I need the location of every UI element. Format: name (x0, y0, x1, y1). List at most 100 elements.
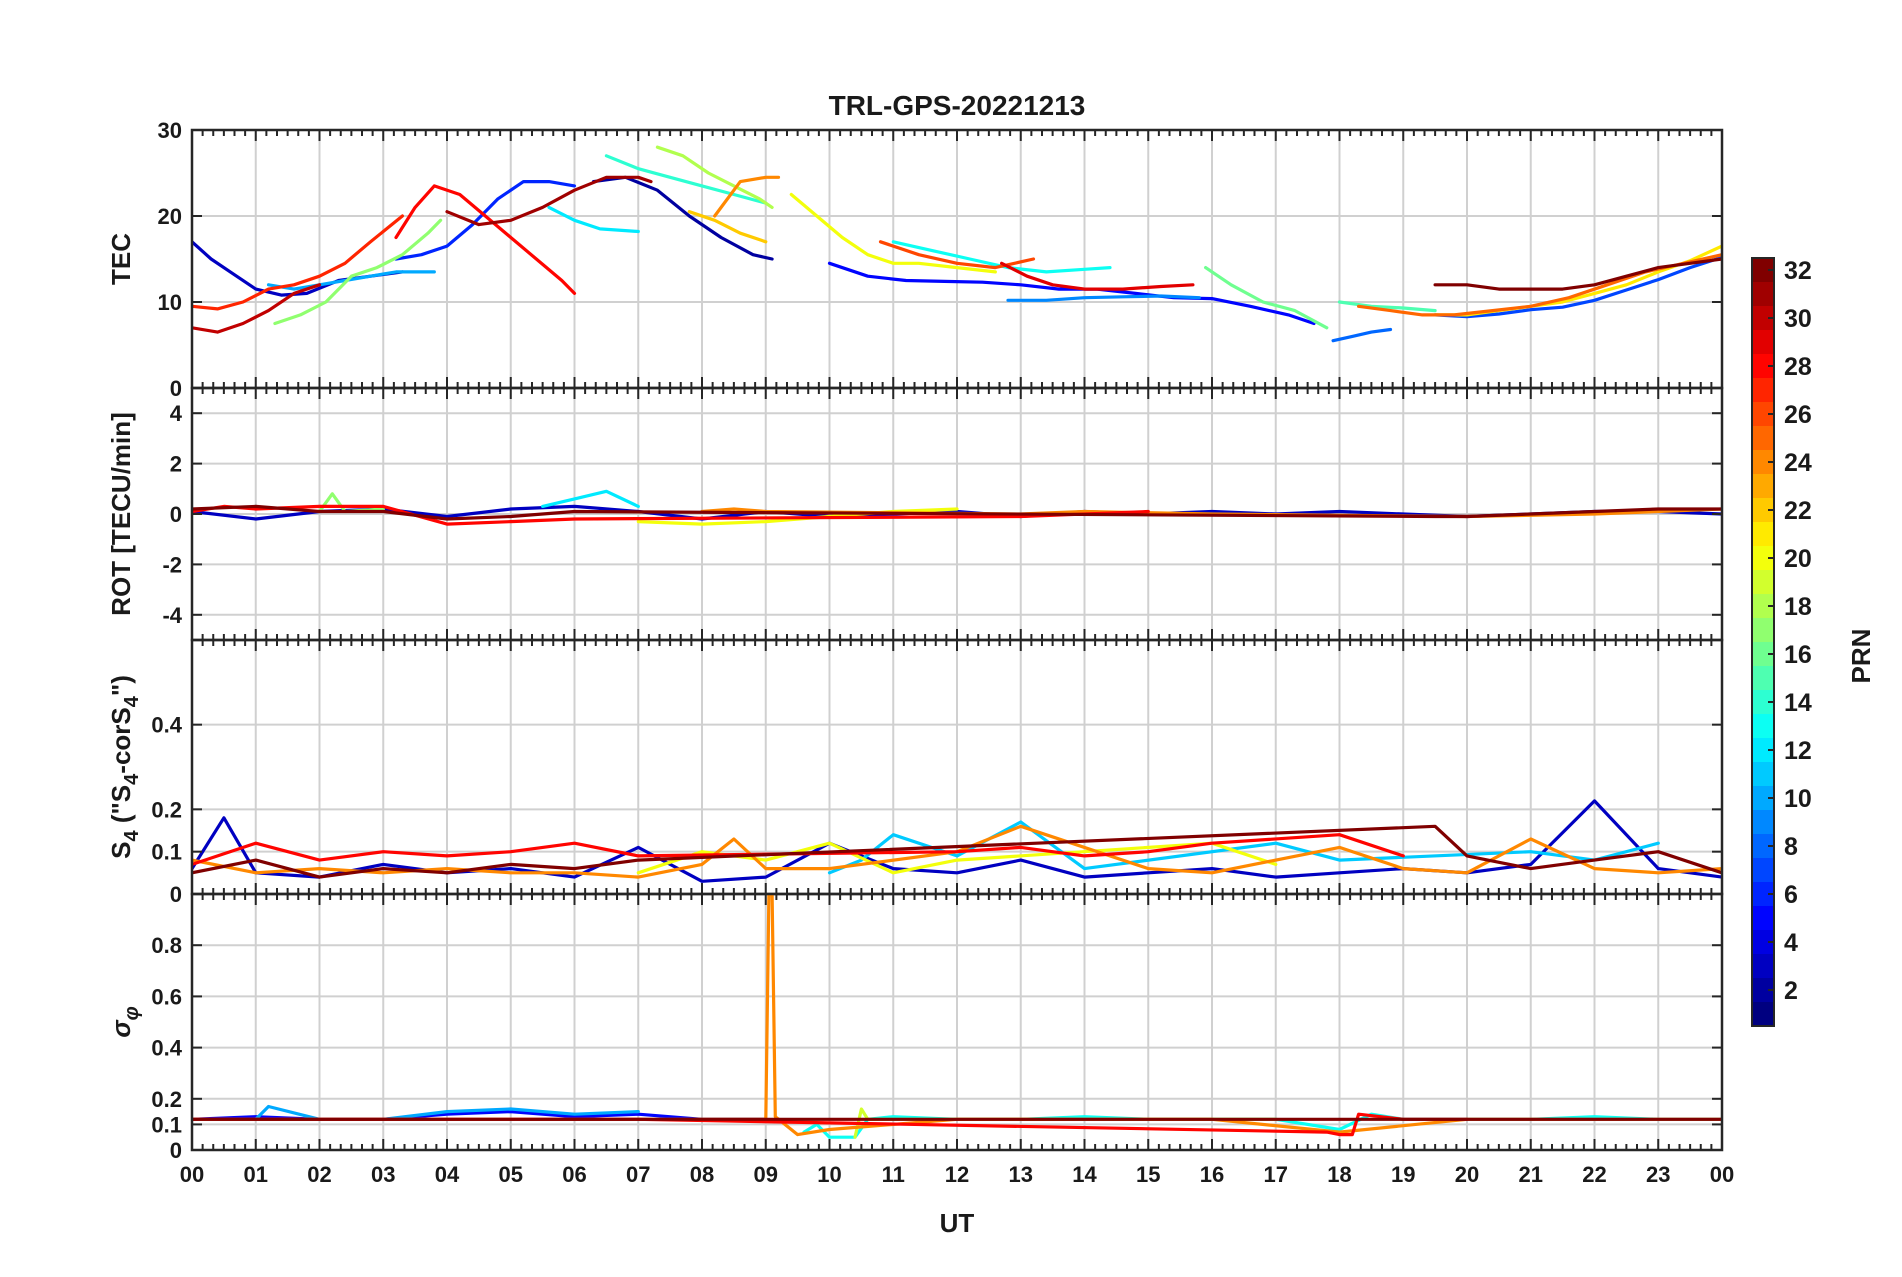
y-tick-label-s4: 0.4 (151, 713, 182, 738)
colorbar-band (1752, 450, 1774, 475)
y-axis-title-part: S (106, 842, 136, 859)
colorbar-band (1752, 426, 1774, 451)
series-line-prn-30-tec (192, 283, 322, 334)
x-tick-label: 11 (882, 1162, 905, 1187)
colorbar-band (1752, 546, 1774, 571)
series-group-tec (192, 145, 1722, 343)
series-group-rot (192, 489, 1722, 526)
colorbar-band (1752, 930, 1774, 955)
series-line-prn-26-tec (878, 240, 1036, 270)
series-line-prn-10-sigma (254, 1104, 640, 1121)
series-line-prn-24-tec (713, 175, 781, 218)
series-line-prn-32-s4 (192, 824, 1722, 879)
colorbar-frame (1751, 257, 1775, 1027)
colorbar-tick-label: 22 (1784, 497, 1812, 525)
colorbar-band (1752, 378, 1774, 403)
colorbar-tick-label: 20 (1784, 545, 1812, 573)
colorbar-band (1752, 834, 1774, 859)
y-axis-title-part: -corS (106, 707, 136, 773)
colorbar-band (1752, 978, 1774, 1003)
colorbar-band (1752, 402, 1774, 427)
colorbar-tick-label: 32 (1784, 257, 1812, 285)
series-group-sigma (192, 894, 1722, 1139)
y-axis-title-part: ") (106, 675, 136, 696)
x-tick-labels: 00 01 02 03 04 05 06 07 08 09 10 11 12 13 14 15 16 17 18 19… (180, 1162, 1734, 1187)
colorbar-tick-label: 16 (1784, 641, 1812, 669)
y-axis-title-s4: S4 ("S4-corS4") (106, 675, 143, 859)
y-tick-label-sigma: 0 (170, 1138, 182, 1163)
x-tick-label: 13 (1009, 1162, 1033, 1187)
series-line-prn-32-tec (1433, 257, 1722, 291)
colorbar-band (1752, 786, 1774, 811)
colorbar-band (1752, 330, 1774, 355)
x-tick-label: 06 (562, 1162, 586, 1187)
colorbar-band (1752, 714, 1774, 739)
colorbar-tick-label: 24 (1784, 449, 1812, 477)
series-line-prn-32-rot (192, 504, 1722, 521)
colorbar-band (1752, 570, 1774, 595)
grid-tec (192, 130, 1722, 388)
colorbar-band (1752, 258, 1774, 283)
colorbar-band (1752, 1002, 1774, 1027)
colorbar-band (1752, 906, 1774, 931)
y-axis-title-tec: TEC (106, 233, 136, 285)
y-tick-label-s4: 0.1 (151, 840, 182, 865)
series-line-prn-29-tec (999, 261, 1195, 291)
series-line-prn-12-rot (540, 489, 640, 508)
colorbar-band (1752, 354, 1774, 379)
colorbar-band (1752, 762, 1774, 787)
series-line-prn-20-s4 (636, 841, 1278, 875)
series-line-prn-31-tec (445, 175, 653, 227)
x-axis-title: UT (940, 1208, 975, 1238)
colorbar-band (1752, 498, 1774, 523)
series-line-prn-27-tec (192, 214, 404, 311)
colorbar-band (1752, 282, 1774, 307)
y-tick-label-tec: 30 (158, 118, 182, 143)
colorbar-title: PRN (1846, 629, 1876, 684)
colorbar-tick-label: 6 (1784, 881, 1798, 909)
x-tick-label: 02 (307, 1162, 331, 1187)
panel-sigma: 00.10.2 0.4 0.6 0.8 σφ (106, 892, 1724, 1163)
series-group-s4 (192, 799, 1722, 883)
y-axis-title-part: φ (121, 1006, 143, 1020)
colorbar-band (1752, 474, 1774, 499)
x-tick-label: 19 (1391, 1162, 1415, 1187)
colorbar-band (1752, 642, 1774, 667)
y-axis-title-part: 4 (121, 830, 143, 842)
y-tick-label-sigma: 0.4 (151, 1036, 182, 1061)
x-tick-label: 10 (817, 1162, 841, 1187)
y-tick-label-s4: 0 (170, 882, 182, 907)
x-ticks-sigma (191, 894, 1723, 1150)
y-tick-label-s4: 0.2 (151, 797, 182, 822)
series-line-prn-16-tec (1203, 266, 1329, 330)
x-tick-label: 03 (371, 1162, 395, 1187)
colorbar-band (1752, 858, 1774, 883)
colorbar-band (1752, 690, 1774, 715)
y-axis-title-part: ("S (106, 785, 136, 831)
y-tick-label-rot: -2 (162, 552, 182, 577)
panel-tec: 0 10 20 30 TEC (106, 118, 1724, 401)
series-line-prn-18-tec (655, 145, 774, 209)
series-line-prn-28-tec (394, 184, 577, 295)
y-tick-label-tec: 0 (170, 376, 182, 401)
y-tick-label-rot: 2 (170, 452, 182, 477)
colorbar-tick-label: 12 (1784, 737, 1812, 765)
colorbar-tick-label: 14 (1784, 689, 1812, 717)
y-tick-label-sigma: 0.1 (151, 1112, 182, 1137)
y-tick-label-sigma: 0.2 (151, 1087, 182, 1112)
colorbar-band (1752, 594, 1774, 619)
colorbar-tick-label: 4 (1784, 929, 1798, 957)
x-tick-label: 08 (690, 1162, 714, 1187)
x-tick-label: 01 (244, 1162, 268, 1187)
series-line-prn-6-tec (394, 180, 577, 261)
colorbar-band (1752, 306, 1774, 331)
x-tick-label: 07 (626, 1162, 650, 1187)
colorbar-tick-label: 2 (1784, 977, 1798, 1005)
y-tick-label-rot: -4 (162, 603, 182, 628)
y-axis-title-part: 4 (121, 773, 143, 785)
colorbar-band (1752, 954, 1774, 979)
